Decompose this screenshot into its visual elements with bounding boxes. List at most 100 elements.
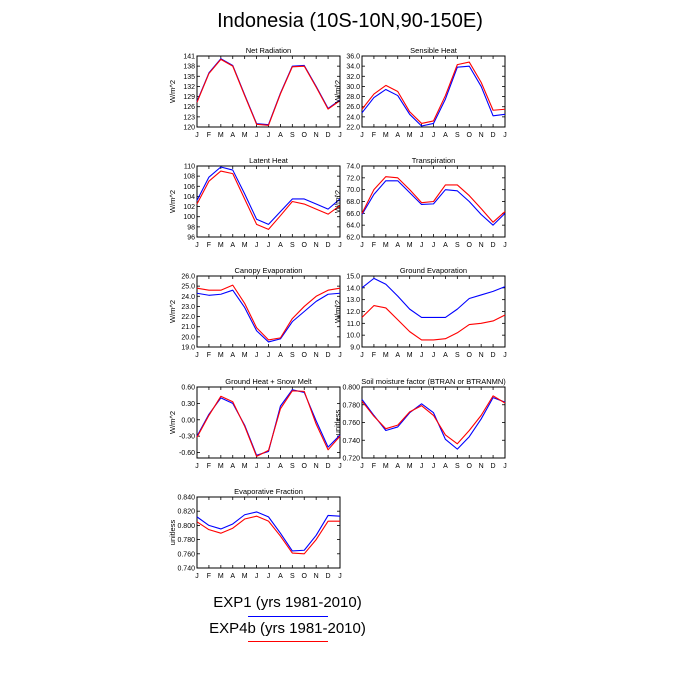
x-tick-label: D (326, 132, 331, 139)
panel-evaporative-fraction: Evaporative Fraction unitless 0.740 0.760 0.… (168, 487, 342, 580)
panel-canopy-evaporation: Canopy Evaporation W/m^2 19.0 20.0 21.0 22.0 2… (168, 266, 342, 359)
x-tick-label: N (479, 463, 484, 470)
x-tick-label: F (372, 463, 376, 470)
y-tick-label: 0.60 (181, 385, 195, 392)
y-tick-label: 19.0 (181, 345, 195, 352)
x-tick-label: N (314, 573, 319, 580)
x-tick-label: J (432, 463, 436, 470)
series-line-exp4b (361, 176, 506, 223)
plot-frame (196, 275, 341, 348)
panel-title: Canopy Evaporation (235, 266, 303, 275)
legend-label-exp1: EXP1 (yrs 1981-2010) (213, 594, 362, 611)
y-tick-label: 141 (183, 54, 195, 61)
y-tick-label: 30.0 (346, 84, 360, 91)
y-tick-label: -0.60 (179, 450, 195, 457)
y-tick-label: 108 (183, 174, 195, 181)
x-tick-label: J (195, 573, 199, 580)
x-tick-label: J (503, 352, 507, 359)
x-tick-label: M (218, 132, 224, 139)
x-tick-label: F (207, 242, 211, 249)
x-tick-label: J (432, 352, 436, 359)
x-tick-label: N (479, 352, 484, 359)
x-tick-label: A (443, 463, 448, 470)
x-tick-label: S (290, 573, 295, 580)
x-tick-label: F (207, 352, 211, 359)
x-tick-label: O (467, 132, 473, 139)
series-line-exp4b (196, 390, 341, 457)
y-tick-label: 0.720 (342, 456, 360, 463)
panel-ground-evaporation: Ground Evaporation W/m^2 9.0 10.0 11.0 12.0 13… (333, 266, 507, 359)
x-tick-label: M (242, 242, 248, 249)
x-tick-label: D (491, 132, 496, 139)
x-tick-label: O (302, 242, 308, 249)
x-tick-label: A (230, 352, 235, 359)
y-tick-label: 106 (183, 184, 195, 191)
y-tick-label: 126 (183, 104, 195, 111)
x-tick-label: M (218, 352, 224, 359)
y-tick-label: 64.0 (346, 223, 360, 230)
y-tick-label: 20.0 (181, 334, 195, 341)
x-tick-label: M (242, 132, 248, 139)
y-tick-label: 34.0 (346, 64, 360, 71)
x-tick-label: J (195, 352, 199, 359)
y-tick-label: 28.0 (346, 94, 360, 101)
x-tick-label: F (207, 132, 211, 139)
x-tick-label: J (195, 242, 199, 249)
y-tick-label: 123 (183, 114, 195, 121)
x-tick-label: J (267, 242, 271, 249)
x-tick-label: J (503, 242, 507, 249)
x-tick-label: D (326, 463, 331, 470)
x-tick-label: A (395, 132, 400, 139)
y-tick-label: 0.780 (177, 537, 195, 544)
x-tick-label: J (420, 463, 424, 470)
x-tick-label: M (242, 463, 248, 470)
x-tick-label: J (255, 242, 259, 249)
y-axis-label: unitless (168, 520, 177, 546)
y-tick-label: 129 (183, 94, 195, 101)
x-tick-label: M (218, 463, 224, 470)
x-tick-label: A (443, 352, 448, 359)
y-tick-label: 32.0 (346, 74, 360, 81)
y-axis-label: W/m^2 (168, 300, 177, 323)
y-tick-label: 0.740 (342, 438, 360, 445)
x-tick-label: J (338, 132, 342, 139)
series-line-exp4b (196, 284, 341, 341)
x-tick-label: M (407, 352, 413, 359)
panel-title: Ground Heat + Snow Melt (225, 377, 312, 386)
x-tick-label: O (467, 463, 473, 470)
y-tick-label: 0.760 (177, 551, 195, 558)
y-tick-label: 0.760 (342, 420, 360, 427)
series-line-exp4b (361, 305, 506, 341)
y-tick-label: 0.800 (177, 523, 195, 530)
x-tick-label: S (290, 463, 295, 470)
x-tick-label: J (255, 352, 259, 359)
x-tick-label: N (314, 242, 319, 249)
y-tick-label: -0.30 (179, 434, 195, 441)
plot-frame (196, 165, 341, 238)
x-tick-label: J (255, 573, 259, 580)
x-tick-label: M (383, 352, 389, 359)
panel-title: Ground Evaporation (400, 266, 467, 275)
x-tick-label: F (372, 132, 376, 139)
y-tick-label: 120 (183, 125, 195, 132)
legend-line-exp1 (248, 616, 328, 617)
panel-net-radiation: Net Radiation W/m^2 120 123 126 129 132 135 138 1… (168, 46, 342, 139)
x-tick-label: J (267, 352, 271, 359)
x-tick-label: A (230, 242, 235, 249)
y-tick-label: 0.30 (181, 401, 195, 408)
x-tick-label: J (338, 242, 342, 249)
legend-label-exp4b: EXP4b (yrs 1981-2010) (209, 620, 366, 637)
x-tick-label: O (467, 352, 473, 359)
x-tick-label: M (218, 573, 224, 580)
series-line-exp4b (196, 515, 340, 555)
y-tick-label: 26.0 (181, 274, 195, 281)
y-tick-label: 12.0 (346, 309, 360, 316)
y-tick-label: 10.0 (346, 333, 360, 340)
x-tick-label: A (395, 242, 400, 249)
x-tick-label: M (242, 573, 248, 580)
y-tick-label: 0.800 (342, 385, 360, 392)
x-tick-label: O (302, 463, 308, 470)
x-tick-label: J (338, 573, 342, 580)
y-tick-label: 36.0 (346, 54, 360, 61)
y-tick-label: 100 (183, 214, 195, 221)
